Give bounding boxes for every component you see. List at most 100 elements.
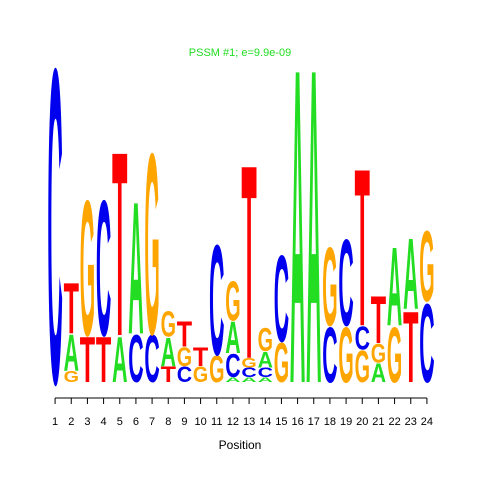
logo-letter: G (144, 99, 159, 389)
x-tick-label: 12 (227, 416, 239, 428)
x-tick-label: 7 (149, 416, 155, 428)
letter-group: G (419, 210, 434, 323)
x-tick-label: 15 (275, 416, 287, 428)
letter-group: A (403, 219, 418, 332)
letter-group: G (193, 362, 208, 387)
x-tick-label: 19 (340, 416, 352, 428)
letter-group: G (161, 304, 176, 344)
logo-letter: T (193, 341, 208, 371)
logo-letter: C (47, 0, 62, 479)
letter-group: G (322, 224, 337, 350)
logo-letter: C (322, 312, 337, 399)
letter-group: A (241, 376, 256, 384)
logo-letter: G (258, 320, 273, 358)
letter-group: A (112, 323, 127, 396)
logo-letter: T (96, 323, 111, 396)
logo-letter: A (128, 163, 143, 374)
logo-letter: C (241, 365, 256, 380)
x-tick-label: 4 (101, 416, 107, 428)
x-axis-label: Position (219, 438, 262, 452)
logo-letter: T (355, 121, 370, 373)
logo-letter: A (403, 219, 418, 332)
x-tick-label: 11 (211, 416, 222, 428)
letter-group: C (128, 322, 143, 397)
logo-letter: G (177, 341, 192, 371)
letter-group: C (96, 160, 111, 376)
x-tick-label: 22 (388, 416, 400, 428)
logo-letter: T (403, 291, 418, 404)
letter-group: A (258, 347, 273, 372)
logo-letter: C (338, 213, 353, 352)
letter-group: C (322, 312, 337, 399)
letter-group: G (144, 99, 159, 389)
letter-group: T (193, 341, 208, 371)
x-tick-label: 5 (117, 416, 123, 428)
letter-group: C (209, 212, 224, 388)
logo-letter: G (225, 271, 240, 333)
x-tick-label: 6 (133, 416, 139, 428)
x-tick-label: 3 (84, 416, 90, 428)
letter-group: G (64, 368, 79, 386)
letter-group: A (371, 358, 386, 388)
letter-group: T (355, 121, 370, 373)
logo-letter: A (225, 376, 240, 384)
letter-group: G (241, 355, 256, 370)
logo-letter: A (290, 0, 305, 479)
letter-group: A (258, 376, 273, 384)
logo-letter: G (338, 312, 353, 399)
logo-letter: G (193, 362, 208, 387)
x-tick-label: 8 (165, 416, 171, 428)
logo-letter: T (161, 362, 176, 387)
letter-group: T (371, 283, 386, 358)
x-tick-label: 21 (372, 416, 384, 428)
logo-letter: C (177, 362, 192, 387)
logo-letter: G (355, 342, 370, 392)
letter-group: T (64, 269, 79, 349)
letter-group: A (128, 163, 143, 374)
letter-group: A (161, 330, 176, 375)
logo-letter: A (306, 0, 321, 479)
logo-letter: T (112, 98, 127, 391)
logo-letter: G (241, 355, 256, 370)
letter-group: A (290, 0, 305, 479)
letter-group: C (47, 0, 62, 479)
letter-group: C (258, 365, 273, 380)
letter-group: A (387, 224, 402, 350)
logo-letter: A (387, 224, 402, 350)
x-tick-label: 17 (308, 416, 320, 428)
letter-group: C (225, 346, 240, 384)
letter-group: G (80, 160, 95, 376)
x-tick-label: 18 (324, 416, 336, 428)
letter-group: T (177, 314, 192, 354)
logo-letter: G (209, 348, 224, 391)
logo-letter: C (258, 365, 273, 380)
logo-letter: A (371, 358, 386, 388)
logo-letter: C (355, 319, 370, 357)
logo-letter: A (258, 376, 273, 384)
letter-group: A (225, 376, 240, 384)
logo-letter: A (64, 324, 79, 382)
logo-letter: G (161, 304, 176, 344)
letter-group: A (64, 324, 79, 382)
letter-group: G (387, 312, 402, 399)
logo-letter: C (274, 229, 289, 368)
logo-letter: A (241, 376, 256, 384)
letter-group: G (274, 332, 289, 394)
letter-group: C (338, 213, 353, 352)
letter-group: G (258, 320, 273, 358)
letter-group: C (274, 229, 289, 368)
letter-group: G (371, 338, 386, 368)
x-tick-label: 14 (259, 416, 271, 428)
logo-letter: G (371, 338, 386, 368)
x-tick-label: 2 (68, 416, 74, 428)
letter-group: T (161, 362, 176, 387)
letter-group: G (225, 271, 240, 333)
logo-letter: G (419, 210, 434, 323)
letter-group: C (355, 319, 370, 357)
logo-letter: G (274, 332, 289, 394)
logo-letter: C (209, 212, 224, 388)
logo-letter: A (161, 330, 176, 375)
logo-letter: A (258, 347, 273, 372)
logo-letter: T (241, 109, 256, 418)
logo-letter: C (419, 281, 434, 407)
